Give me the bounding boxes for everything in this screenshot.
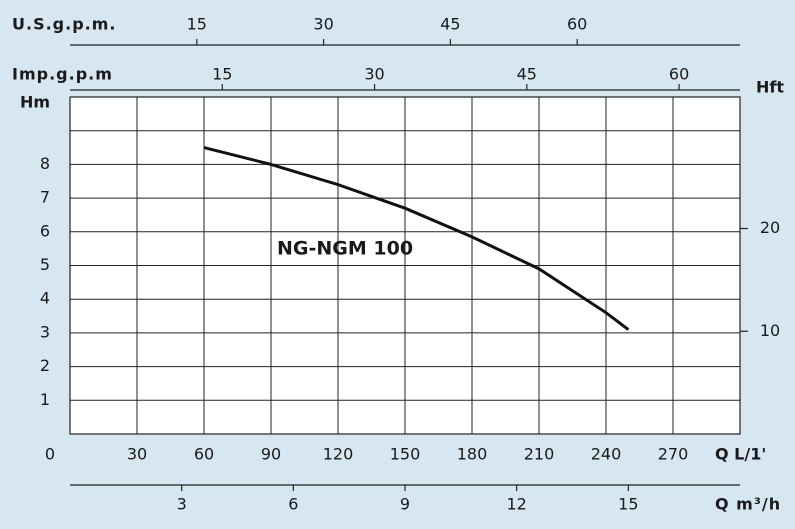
curve (203, 146, 630, 331)
x-tick-label: 210 (524, 445, 555, 464)
secondary-axis-label: U.S.g.p.m. (12, 15, 116, 34)
x-tick-label: 240 (591, 445, 622, 464)
x-tick-label: 30 (127, 445, 147, 464)
x-tick-label: 120 (323, 445, 354, 464)
x-tick-label: 60 (194, 445, 214, 464)
secondary-tick-label: 15 (618, 495, 638, 514)
secondary-tick-label: 9 (400, 495, 410, 514)
secondary-tick-label: 3 (177, 495, 187, 514)
y-tick-label: 3 (40, 322, 50, 341)
secondary-tick-label: 30 (364, 65, 384, 84)
y2-tick-label: 10 (760, 321, 780, 340)
x-axis-label: Q L/1' (715, 445, 766, 464)
secondary-tick-label: 45 (440, 15, 460, 34)
y2-axis-label: Hft (756, 78, 784, 97)
y-tick-label: 5 (40, 255, 50, 274)
secondary-axis-label: Q m³/h (715, 495, 781, 514)
secondary-tick-label: 45 (517, 65, 537, 84)
x-tick-label: 0 (45, 445, 55, 464)
y-tick-label: 2 (40, 356, 50, 375)
secondary-tick-label: 60 (567, 15, 587, 34)
y-tick-label: 1 (40, 390, 50, 409)
x-tick-label: 90 (261, 445, 281, 464)
secondary-tick-label: 15 (212, 65, 232, 84)
y-tick-label: 4 (40, 289, 50, 308)
y-tick-label: 7 (40, 188, 50, 207)
curve-label: NG-NGM 100 (277, 238, 413, 260)
secondary-tick-label: 6 (288, 495, 298, 514)
secondary-tick-label: 15 (187, 15, 207, 34)
y-tick-label: 8 (40, 154, 50, 173)
secondary-tick-label: 60 (669, 65, 689, 84)
y-axis-label: Hm (20, 93, 50, 112)
x-tick-label: 180 (457, 445, 488, 464)
secondary-tick-label: 12 (506, 495, 526, 514)
x-tick-label: 150 (390, 445, 421, 464)
y-tick-label: 6 (40, 221, 50, 240)
secondary-tick-label: 30 (313, 15, 333, 34)
x-tick-label: 270 (658, 445, 689, 464)
secondary-axis-label: Imp.g.p.m (12, 65, 113, 84)
plot-frame (69, 96, 741, 435)
y2-tick-label: 20 (760, 218, 780, 237)
